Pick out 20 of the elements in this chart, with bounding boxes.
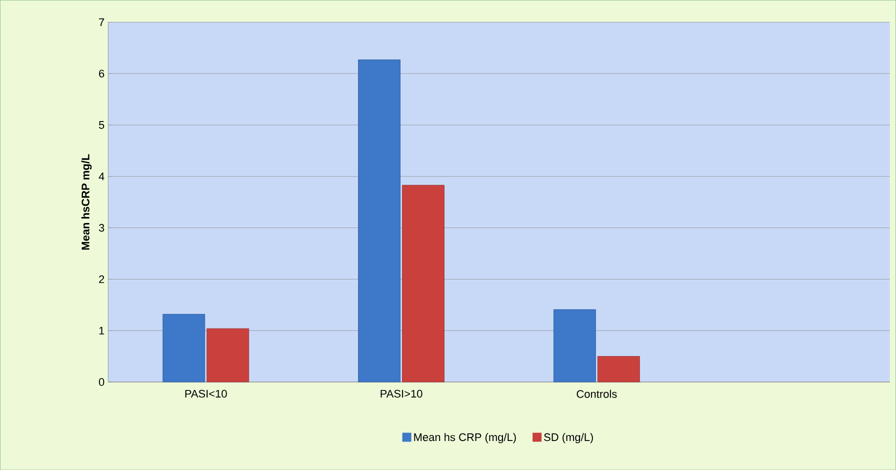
y-tick-label: 4 [98,172,104,180]
bar [358,59,400,382]
bar [402,184,444,382]
legend-label: Mean hs CRP (mg/L) [414,432,516,444]
bar [162,314,206,382]
bar [597,356,640,382]
x-tick-label: PASI>10 [380,390,422,398]
y-tick-label: 5 [98,121,104,129]
y-tick-label: 3 [98,224,104,232]
y-tick-label: 2 [99,275,104,283]
x-tick-label: Controls [576,390,617,398]
bar [554,309,596,382]
bar [206,328,250,382]
y-tick-label: 0 [98,378,104,386]
y-tick-label: 6 [99,70,104,78]
y-axis-title: Mean hsCRP mg/L [81,154,92,250]
x-tick-label: PASI<10 [185,390,227,398]
legend-label: SD (mg/L) [544,432,593,444]
y-tick-label: 1 [99,326,104,334]
y-tick-label: 7 [99,18,104,26]
